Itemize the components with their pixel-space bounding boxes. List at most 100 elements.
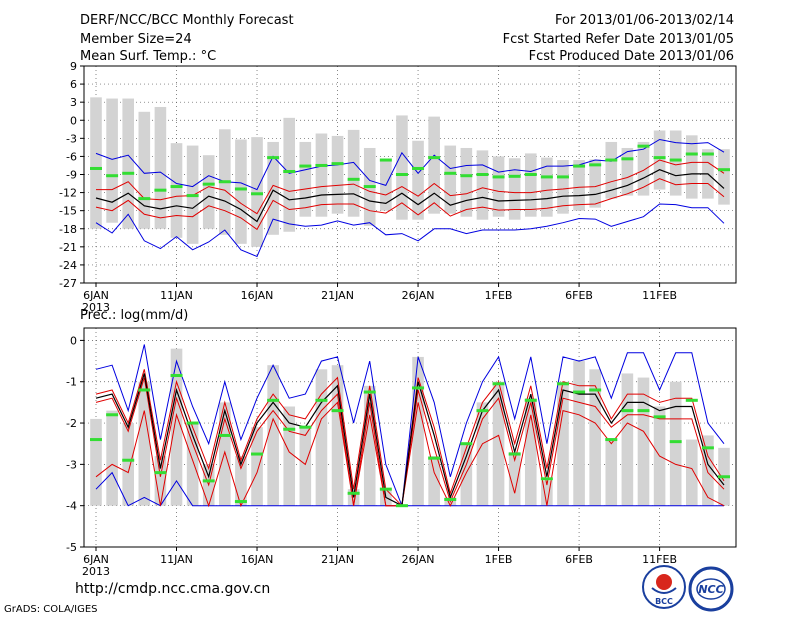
temp-observed-mark [90,166,102,170]
temp-observed-mark [106,174,119,178]
temp-x-tick-label: 26JAN [402,289,435,302]
prec-observed-mark [202,479,215,483]
temp-observed-mark [605,158,618,162]
temp-y-tick-label: -12 [59,187,77,200]
temp-spread-bar [476,150,489,220]
bcc-logo-text: BCC [655,597,673,606]
prec-observed-mark [283,427,296,431]
temp-spread-bar [235,139,247,244]
prec-observed-mark [444,497,457,501]
prec-y-tick-label: -2 [66,417,77,430]
prec-spread-bar [685,439,698,506]
prec-max-line [95,344,725,506]
prec-observed-mark [605,438,618,442]
prec-spread-bar [251,427,263,506]
prec-observed-mark [540,477,553,481]
prec-observed-mark [395,504,408,508]
prec-observed-mark [331,409,344,413]
prec-spread-bar [331,365,344,506]
prec-spread-bar [589,369,601,506]
prec-spread-bar [315,369,328,506]
temp-spread-bar [669,130,682,196]
temp-spread-bar [685,135,698,199]
temp-y-tick-label: 0 [70,114,77,127]
temp-observed-mark [540,175,553,179]
prec-spread-bar [460,443,473,506]
prec-observed-mark [589,388,602,392]
prec-x-tick-label: 26JAN [402,553,435,566]
temp-spread-bar [428,116,440,214]
temp-observed-mark [170,185,183,189]
temp-spread-bar [589,159,601,208]
prec-spread-bar [170,348,183,506]
temp-observed-mark [267,156,280,160]
temp-x-tick-label: 6JAN [83,289,109,302]
temp-spread-bar [492,156,505,217]
prec-spread-bar [508,451,521,506]
temp-observed-mark [508,174,521,178]
temp-x-tick-label: 6FEB [565,289,593,302]
prec-spread-bar [283,406,296,506]
prec-x-tick-label: 16JAN [241,553,274,566]
temp-observed-mark [556,175,569,179]
temp-spread-bar [122,98,135,229]
temp-spread-bar [90,97,102,229]
ncc-logo: NCC [688,566,734,612]
produced-date-label: Fcst Produced Date 2013/01/06 [528,49,734,64]
prec-spread-bar [637,377,650,506]
temp-x-tick-label: 1FEB [485,289,513,302]
prec-spread-bar [524,398,537,506]
temp-upper-line [96,159,725,215]
prec-observed-mark [379,487,392,491]
temp-y-tick-label: 6 [70,78,77,91]
prec-observed-mark [573,390,586,394]
prec-spread-bar [106,410,118,506]
variable-label: Mean Surf. Temp.: °C [80,49,217,64]
temp-spread-bar [267,141,279,235]
prec-observed-mark [556,382,569,386]
temp-y-tick-label: 9 [70,60,77,73]
temp-y-tick-label: -15 [59,205,77,218]
temp-spread-bar [315,133,328,217]
precip-chart-title: Prec.: log(mm/d) [80,308,189,323]
temp-observed-mark [299,164,312,168]
temp-observed-mark [379,158,392,162]
temp-observed-mark [395,173,408,176]
temp-observed-mark [573,164,586,168]
prec-spread-bar [476,402,489,506]
temp-spread-bar [541,157,553,217]
prec-spread-bar [621,373,634,506]
prec-spread-bar [219,402,231,506]
temp-observed-mark [685,152,698,156]
prec-spread-bar [299,427,312,506]
prec-observed-mark [363,390,376,394]
prec-observed-mark [718,475,730,479]
prec-spread-bar [669,381,682,506]
prec-observed-mark [685,398,698,402]
temp-observed-mark [428,156,441,160]
prec-observed-mark [170,374,183,378]
source-url[interactable]: http://cmdp.ncc.cma.gov.cn [75,581,271,597]
bcc-logo: BCC [642,565,686,609]
prec-plot-frame [83,327,737,548]
temp-spread-bar [299,141,312,217]
temp-spread-bar [557,160,569,214]
temp-spread-bar [605,141,618,199]
prec-lower2-line [95,401,725,508]
prec-x-tick-label: 1FEB [485,553,513,566]
prec-observed-mark [621,409,634,413]
prec-observed-mark [637,409,650,413]
temp-mean-line [95,169,725,223]
prec-observed-mark [669,440,682,444]
prec-spread-bar [557,381,569,506]
temp-observed-mark [315,163,328,167]
temp-observed-mark [122,171,135,175]
temp-y-tick-label: -9 [66,169,77,182]
prec-observed-mark [251,452,264,456]
prec-spread-bar [541,480,553,506]
prec-spread-bar [122,423,135,506]
prec-spread-bar [363,385,376,506]
temp-observed-mark [218,180,231,184]
prec-spread-bar [428,456,440,506]
